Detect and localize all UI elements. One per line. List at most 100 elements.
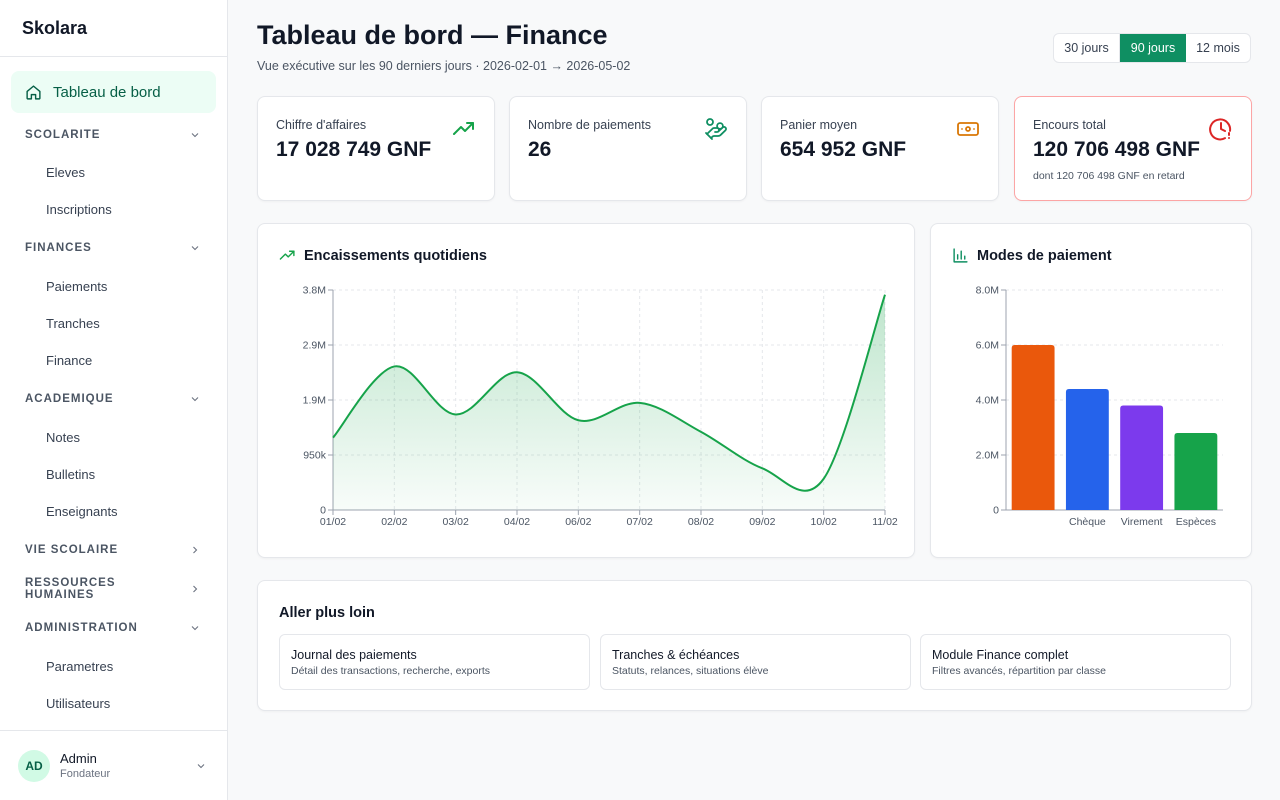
chevron-down-icon bbox=[191, 246, 199, 251]
y-tick-label: 2.9M bbox=[303, 340, 326, 352]
kpi-value: 26 bbox=[528, 138, 552, 161]
chevron-down-icon bbox=[191, 626, 199, 631]
sidebar-item-inscriptions[interactable]: Inscriptions bbox=[46, 202, 112, 217]
kpi-value: 120 706 498 GNF bbox=[1033, 138, 1200, 161]
sidebar-group-ressources-humaines[interactable]: RESSOURCES HUMAINES bbox=[25, 577, 201, 601]
y-tick-label: 950k bbox=[303, 450, 327, 462]
trending-up-icon bbox=[279, 250, 295, 260]
y-tick-label: 0 bbox=[320, 505, 326, 517]
x-tick-label: 06/02 bbox=[565, 516, 591, 528]
link-description: Filtres avancés, répartition par classe bbox=[932, 665, 1106, 677]
sidebar-item-eleves[interactable]: Eleves bbox=[46, 165, 86, 180]
link-description: Statuts, relances, situations élève bbox=[612, 665, 769, 677]
home-icon bbox=[26, 84, 41, 100]
link-card-payments-journal[interactable]: Journal des paiements Détail des transac… bbox=[279, 634, 590, 690]
sidebar-item-paiements[interactable]: Paiements bbox=[46, 279, 108, 294]
kpi-label: Panier moyen bbox=[780, 118, 858, 132]
sidebar-item-notes[interactable]: Notes bbox=[46, 430, 80, 445]
chevron-down-icon bbox=[191, 133, 199, 138]
sidebar-group-vie-scolaire[interactable]: VIE SCOLAIRE bbox=[25, 540, 201, 560]
chevron-right-icon bbox=[193, 546, 198, 554]
x-tick-label: 10/02 bbox=[811, 516, 837, 528]
hand-coins-icon bbox=[705, 118, 727, 140]
period-selector: 30 jours 90 jours 12 mois bbox=[1053, 33, 1251, 63]
kpi-note: dont 120 706 498 GNF en retard bbox=[1033, 170, 1185, 182]
x-tick-label: 04/02 bbox=[504, 516, 530, 528]
kpi-value: 17 028 749 GNF bbox=[276, 138, 432, 161]
y-tick-label: 1.9M bbox=[303, 395, 326, 407]
daily-collections-panel: Encaissements quotidiens 0 950k 1.9M 2.9M 3.… bbox=[257, 223, 915, 558]
kpi-card-average-basket: Panier moyen 654 952 GNF bbox=[761, 96, 999, 201]
user-menu[interactable]: AD Admin Fondateur bbox=[0, 730, 227, 800]
sidebar-group-academique[interactable]: ACADEMIQUE bbox=[25, 389, 201, 409]
bar bbox=[1120, 405, 1164, 510]
kpi-label: Encours total bbox=[1033, 118, 1106, 132]
bar bbox=[1011, 345, 1055, 510]
range-12-months-button[interactable]: 12 mois bbox=[1196, 41, 1240, 55]
clock-alert-icon bbox=[1209, 118, 1232, 141]
sidebar-item-finance[interactable]: Finance bbox=[46, 353, 93, 368]
trending-up-icon bbox=[453, 122, 474, 135]
sidebar-item-bulletins[interactable]: Bulletins bbox=[46, 467, 96, 482]
go-further-panel: Aller plus loin Journal des paiements Dé… bbox=[257, 580, 1252, 711]
kpi-card-outstanding: Encours total 120 706 498 GNF dont 120 7… bbox=[1014, 96, 1252, 201]
y-tick-label: 0 bbox=[993, 505, 999, 517]
x-tick-label: Espèces bbox=[1176, 516, 1216, 528]
chevron-down-icon bbox=[197, 764, 205, 769]
y-tick-label: 3.8M bbox=[303, 285, 326, 297]
link-title: Journal des paiements bbox=[291, 648, 417, 662]
page-title: Tableau de bord — Finance bbox=[257, 20, 608, 50]
kpi-label: Nombre de paiements bbox=[528, 118, 651, 132]
link-description: Détail des transactions, recherche, expo… bbox=[291, 665, 491, 677]
bar bbox=[1065, 389, 1109, 510]
x-tick-label: 08/02 bbox=[688, 516, 714, 528]
y-tick-label: 4.0M bbox=[976, 395, 999, 407]
x-tick-label: Virement bbox=[1121, 516, 1163, 528]
banknote-icon bbox=[957, 122, 979, 136]
link-card-finance-module[interactable]: Module Finance complet Filtres avancés, … bbox=[920, 634, 1231, 690]
bar bbox=[1174, 433, 1218, 510]
page-subtitle: Vue exécutive sur les 90 derniers jours … bbox=[257, 59, 631, 73]
sidebar-item-label: Tableau de bord bbox=[53, 83, 161, 101]
link-title: Tranches & échéances bbox=[612, 648, 740, 662]
x-tick-label: 01/02 bbox=[320, 516, 346, 528]
kpi-card-payments-count: Nombre de paiements 26 bbox=[509, 96, 747, 201]
kpi-value: 654 952 GNF bbox=[780, 138, 907, 161]
x-tick-label: 11/02 bbox=[872, 516, 898, 528]
avatar: AD bbox=[18, 749, 50, 782]
y-tick-label: 6.0M bbox=[976, 340, 999, 352]
x-tick-label: 02/02 bbox=[381, 516, 407, 528]
chevron-right-icon bbox=[193, 585, 198, 593]
x-tick-label: Chèque bbox=[1069, 516, 1106, 528]
panel-title: Aller plus loin bbox=[279, 605, 375, 621]
range-90-days-button[interactable]: 90 jours bbox=[1120, 34, 1186, 62]
sidebar-group-finances[interactable]: FINANCES bbox=[25, 238, 201, 258]
series-area bbox=[333, 294, 885, 510]
user-name: Admin bbox=[60, 751, 97, 766]
x-tick-label: 09/02 bbox=[749, 516, 775, 528]
y-tick-label: 2.0M bbox=[976, 450, 999, 462]
link-card-tranches[interactable]: Tranches & échéances Statuts, relances, … bbox=[600, 634, 911, 690]
sidebar-item-dashboard[interactable]: Tableau de bord bbox=[11, 71, 216, 113]
brand-logo[interactable]: Skolara bbox=[0, 0, 227, 57]
sidebar-item-tranches[interactable]: Tranches bbox=[46, 316, 100, 331]
payment-modes-chart: 0 2.0M 4.0M 6.0M 8.0M Chèque Virement Espèces bbox=[976, 285, 1223, 528]
link-title: Module Finance complet bbox=[932, 648, 1069, 662]
sidebar-group-scolarite[interactable]: SCOLARITE bbox=[25, 125, 201, 145]
x-tick-label: 03/02 bbox=[443, 516, 469, 528]
chevron-down-icon bbox=[191, 397, 199, 402]
user-role: Fondateur bbox=[60, 768, 111, 780]
sidebar-item-parametres[interactable]: Parametres bbox=[46, 659, 114, 674]
sidebar-item-enseignants[interactable]: Enseignants bbox=[46, 504, 118, 519]
panel-title: Encaissements quotidiens bbox=[279, 247, 487, 264]
kpi-label: Chiffre d'affaires bbox=[276, 118, 367, 132]
payment-modes-panel: Modes de paiement 0 2.0M 4.0M 6.0M 8.0M Chèqu… bbox=[930, 223, 1252, 558]
series-line bbox=[332, 294, 886, 492]
sidebar-item-utilisateurs[interactable]: Utilisateurs bbox=[46, 696, 111, 711]
daily-collections-chart: 0 950k 1.9M 2.9M 3.8M 01/02 02/02 03/02 04/02 06/… bbox=[303, 285, 898, 529]
sidebar-group-administration[interactable]: ADMINISTRATION bbox=[25, 618, 201, 638]
y-tick-label: 8.0M bbox=[976, 285, 999, 297]
sidebar: Skolara Tableau de bord SCOLARITE Eleves… bbox=[0, 0, 228, 800]
kpi-card-revenue: Chiffre d'affaires 17 028 749 GNF bbox=[257, 96, 495, 201]
range-30-days-button[interactable]: 30 jours bbox=[1054, 34, 1120, 62]
